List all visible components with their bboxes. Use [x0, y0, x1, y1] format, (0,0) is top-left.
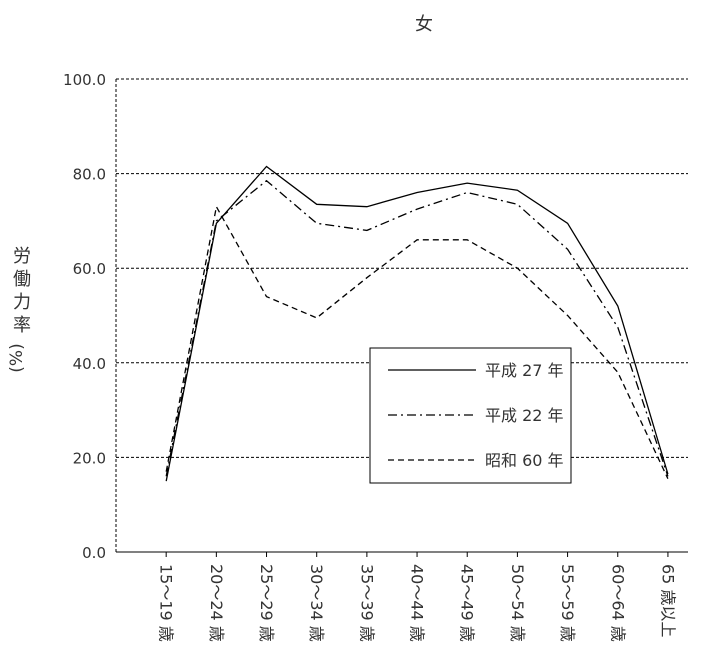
series-line-2	[165, 179, 669, 477]
y-axis-label-text: 労	[13, 246, 31, 267]
series-line-3	[165, 204, 669, 479]
axes	[115, 79, 688, 557]
y-tick-label: 60.0	[73, 260, 106, 278]
y-tick-label: 80.0	[73, 166, 106, 184]
y-tick-label: 40.0	[73, 355, 106, 373]
x-tick-label: 30～34 歳	[307, 564, 326, 642]
legend-label: 平成 27 年	[485, 361, 564, 380]
legend: 平成 27 年平成 22 年昭和 60 年	[369, 347, 572, 484]
y-tick-label: 20.0	[73, 449, 106, 467]
legend-label: 昭和 60 年	[485, 451, 564, 470]
y-tick-label: 100.0	[63, 71, 106, 89]
x-tick-label: 20～24 歳	[207, 564, 226, 642]
x-tick-label: 40～44 歳	[408, 564, 427, 642]
y-axis-label-text: (%)	[7, 343, 27, 372]
x-tick-label: 25～29 歳	[257, 564, 276, 642]
y-tick-labels: 0.0 20.0 40.0 60.0 80.0 100.0	[63, 71, 106, 562]
y-axis-label-text: 率	[13, 315, 31, 336]
x-tick-label: 35～39 歳	[357, 564, 376, 642]
x-tick-label: 65 歳以上	[658, 564, 677, 637]
x-tick-label: 45～49 歳	[458, 564, 477, 642]
x-tick-labels: 15～19 歳 20～24 歳 25～29 歳 30～34 歳 35～39 歳 40～44…	[157, 564, 678, 642]
series-line-1	[165, 165, 669, 482]
y-axis-label-text: 力	[13, 292, 31, 313]
chart-title: 女	[415, 14, 433, 35]
legend-label: 平成 22 年	[485, 406, 564, 425]
x-tick-label: 50～54 歳	[508, 564, 527, 642]
y-tick-label: 0.0	[82, 544, 106, 562]
x-tick-label: 55～59 歳	[558, 564, 577, 642]
x-tick-label: 60～64 歳	[608, 564, 627, 642]
series-lines	[165, 165, 669, 482]
gridlines	[116, 78, 688, 458]
x-tick-label: 15～19 歳	[157, 564, 176, 642]
y-axis-label-text: 働	[13, 269, 31, 290]
